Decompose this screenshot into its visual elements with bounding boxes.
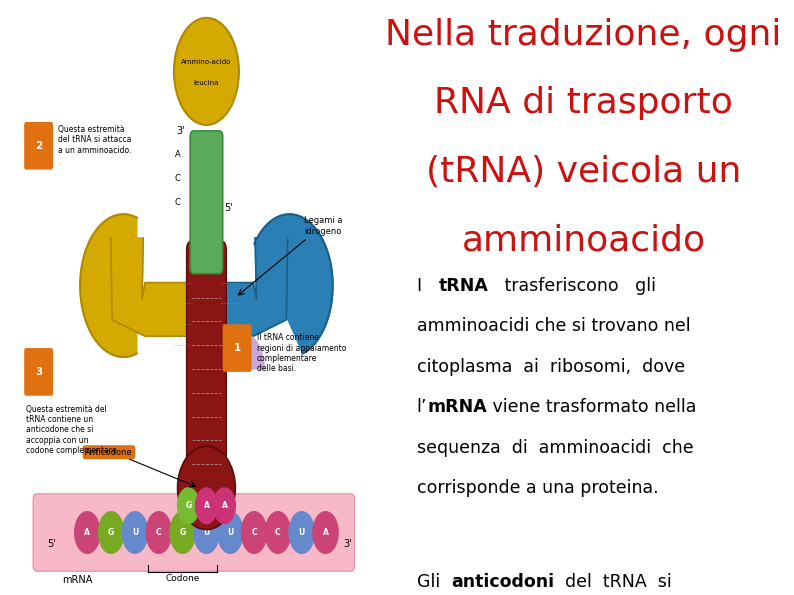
Text: G: G	[108, 528, 114, 537]
Text: corrisponde a una proteina.: corrisponde a una proteina.	[417, 479, 658, 497]
Circle shape	[313, 512, 338, 553]
Text: U: U	[132, 528, 138, 537]
Circle shape	[195, 488, 218, 524]
Text: mRNA: mRNA	[62, 575, 92, 585]
Circle shape	[194, 512, 219, 553]
FancyBboxPatch shape	[33, 494, 354, 571]
Polygon shape	[254, 214, 333, 353]
Circle shape	[170, 512, 195, 553]
Text: Gli: Gli	[417, 573, 451, 591]
Text: (tRNA) veicola un: (tRNA) veicola un	[426, 155, 742, 189]
Polygon shape	[221, 333, 264, 369]
Text: Legami a
idrogeno: Legami a idrogeno	[304, 217, 342, 236]
Text: A: A	[84, 528, 91, 537]
Text: viene trasformato nella: viene trasformato nella	[487, 398, 696, 416]
Circle shape	[174, 18, 239, 125]
Text: C: C	[275, 528, 281, 537]
Text: Il tRNA contiene
regioni di appaiamento
complementare
delle basi.: Il tRNA contiene regioni di appaiamento …	[257, 333, 346, 374]
Circle shape	[218, 512, 243, 553]
Text: G: G	[179, 528, 186, 537]
Ellipse shape	[178, 446, 235, 530]
Text: Nella traduzione, ogni: Nella traduzione, ogni	[385, 18, 782, 52]
Circle shape	[241, 512, 267, 553]
FancyBboxPatch shape	[191, 131, 222, 274]
Text: Questa estremità del
tRNA contiene un
anticodone che si
accoppia con un
codone c: Questa estremità del tRNA contiene un an…	[26, 405, 119, 455]
Text: del  tRNA  si: del tRNA si	[554, 573, 672, 591]
Text: RNA di trasporto: RNA di trasporto	[434, 86, 733, 120]
FancyBboxPatch shape	[222, 324, 252, 372]
Circle shape	[122, 512, 148, 553]
FancyBboxPatch shape	[24, 348, 53, 396]
Text: Codone: Codone	[165, 574, 200, 583]
Text: Ammino-acido: Ammino-acido	[181, 60, 232, 65]
Text: tRNA: tRNA	[438, 277, 488, 295]
Text: G: G	[185, 501, 191, 511]
Text: 1: 1	[233, 343, 241, 353]
Circle shape	[98, 512, 124, 553]
Text: 2: 2	[35, 141, 42, 151]
Text: U: U	[227, 528, 233, 537]
Text: A: A	[175, 150, 180, 159]
Polygon shape	[80, 214, 137, 357]
Text: C: C	[175, 198, 180, 207]
Text: U: U	[299, 528, 305, 537]
FancyBboxPatch shape	[187, 241, 226, 509]
Circle shape	[75, 512, 100, 553]
Text: amminoacido: amminoacido	[461, 223, 706, 257]
Text: amminoacidi che si trovano nel: amminoacidi che si trovano nel	[417, 317, 691, 335]
Text: 3: 3	[35, 367, 42, 377]
Text: C: C	[156, 528, 162, 537]
Circle shape	[289, 512, 314, 553]
Text: mRNA: mRNA	[427, 398, 487, 416]
Text: 3': 3'	[344, 540, 353, 549]
Text: I: I	[417, 277, 438, 295]
Text: anticodoni: anticodoni	[451, 573, 554, 591]
Text: C: C	[175, 174, 180, 183]
Text: citoplasma  ai  ribosomi,  dove: citoplasma ai ribosomi, dove	[417, 358, 685, 375]
Text: 5': 5'	[48, 540, 56, 549]
Text: 5': 5'	[225, 203, 233, 213]
Text: Questa estremità
del tRNA si attacca
a un amminoacido.: Questa estremità del tRNA si attacca a u…	[59, 125, 132, 155]
Text: Anticodone: Anticodone	[85, 447, 133, 457]
Text: trasferiscono   gli: trasferiscono gli	[488, 277, 657, 295]
Circle shape	[265, 512, 291, 553]
Text: 3': 3'	[176, 126, 185, 136]
FancyBboxPatch shape	[24, 122, 53, 170]
Text: U: U	[203, 528, 210, 537]
Text: sequenza  di  amminoacidi  che: sequenza di amminoacidi che	[417, 439, 693, 456]
Circle shape	[146, 512, 172, 553]
Text: l’: l’	[417, 398, 427, 416]
Polygon shape	[221, 238, 287, 336]
Circle shape	[214, 488, 235, 524]
Text: leucina: leucina	[194, 80, 219, 86]
Text: A: A	[203, 501, 210, 511]
Circle shape	[178, 488, 199, 524]
Text: A: A	[322, 528, 329, 537]
Text: C: C	[251, 528, 257, 537]
Text: A: A	[222, 501, 227, 511]
Polygon shape	[111, 238, 192, 336]
